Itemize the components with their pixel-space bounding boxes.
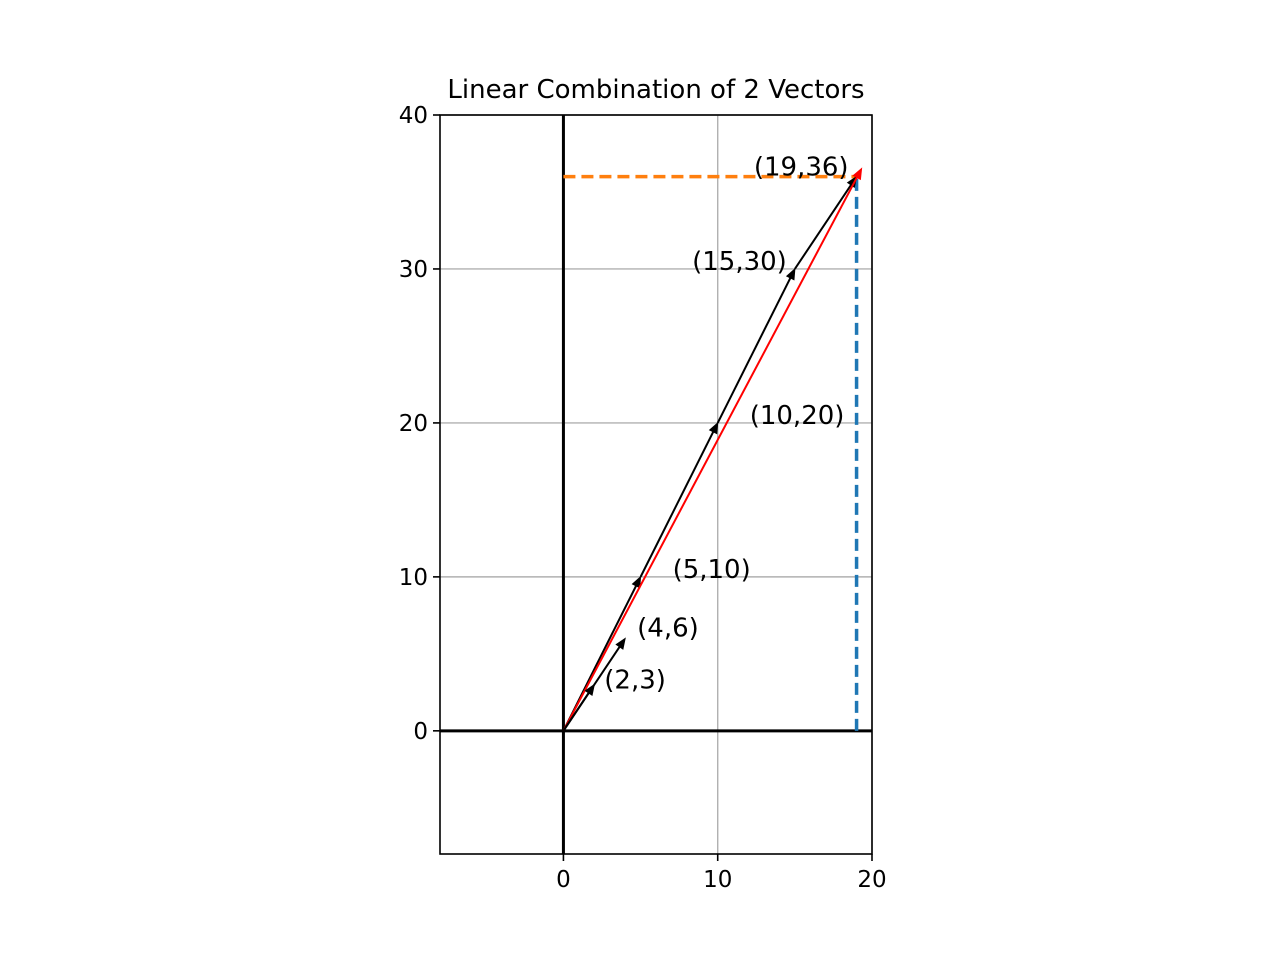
zero-axes <box>440 115 872 854</box>
x-tick-label: 0 <box>556 867 571 893</box>
result-vector-head <box>852 167 863 181</box>
chain-segment-2-shaft <box>639 431 715 578</box>
y-tick-label: 0 <box>413 719 428 745</box>
base-vector-2-head <box>615 637 626 650</box>
x-tick-label: 10 <box>703 867 732 893</box>
vector-marks <box>562 167 863 732</box>
point-label: (5,10) <box>673 555 751 585</box>
y-tick-label: 10 <box>399 565 428 591</box>
plot-frame <box>439 114 873 855</box>
chain-segment-2-head <box>708 421 719 435</box>
tick-marks: 0 10 20 0 10 20 30 40 <box>399 103 887 893</box>
grid <box>440 114 873 854</box>
base-vector-2-shaft <box>562 646 621 732</box>
y-tick-label: 20 <box>399 411 428 437</box>
guide-lines <box>563 174 859 731</box>
result-vector-shaft <box>562 176 858 732</box>
chain-segment-3-head <box>785 267 796 281</box>
y-tick-label: 40 <box>399 103 428 129</box>
point-label: (19,36) <box>754 153 849 183</box>
chain-segment-4-shaft <box>794 184 852 270</box>
chain-segment-3-shaft <box>716 277 792 424</box>
point-labels: (2,3) (4,6) (5,10) (10,20) (15,30) (19,36) <box>604 153 848 696</box>
y-tick-label: 30 <box>399 257 428 283</box>
point-label: (15,30) <box>692 247 787 277</box>
chain-segment-1-head <box>631 575 642 589</box>
point-label: (4,6) <box>637 613 699 643</box>
x-tick-label: 20 <box>857 867 886 893</box>
point-label: (10,20) <box>750 401 845 431</box>
chart-title: Linear Combination of 2 Vectors <box>447 75 864 105</box>
point-label: (2,3) <box>604 666 666 696</box>
